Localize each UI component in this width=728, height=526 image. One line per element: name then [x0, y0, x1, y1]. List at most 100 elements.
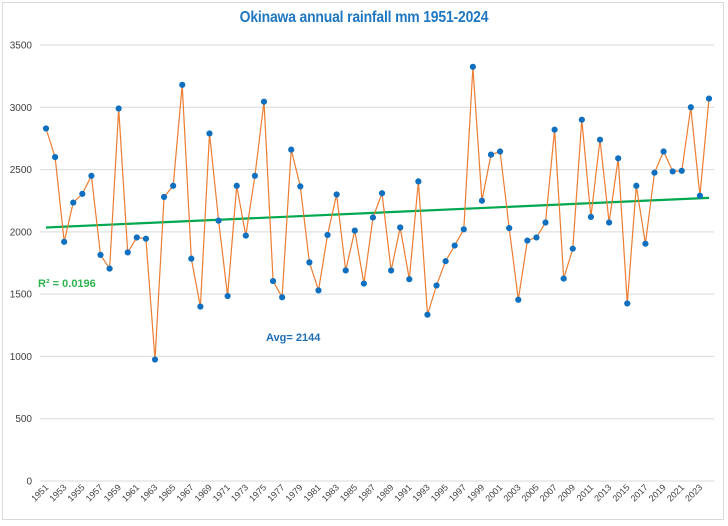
- data-point: [315, 287, 322, 294]
- data-point: [651, 169, 658, 176]
- data-point: [170, 182, 177, 189]
- data-point: [551, 126, 558, 133]
- data-point: [497, 148, 504, 155]
- y-tick-label: 2000: [10, 227, 33, 238]
- data-point: [615, 155, 622, 162]
- data-point: [133, 234, 140, 241]
- x-tick-label: 2005: [520, 482, 541, 503]
- y-tick-label: 500: [15, 414, 32, 425]
- data-point: [288, 146, 295, 153]
- x-tick-label: 1969: [193, 482, 214, 503]
- data-point: [215, 217, 222, 224]
- data-point: [97, 251, 104, 259]
- data-point: [260, 98, 268, 105]
- x-tick-label: 2017: [629, 482, 650, 503]
- x-tick-label: 1957: [84, 482, 105, 503]
- data-point: [388, 267, 395, 274]
- data-point: [596, 136, 604, 143]
- data-point: [70, 199, 77, 206]
- data-point: [297, 183, 304, 190]
- data-point: [587, 213, 595, 221]
- data-point: [705, 95, 713, 102]
- data-point: [460, 226, 467, 233]
- data-point: [433, 282, 440, 289]
- data-point: [424, 311, 431, 318]
- x-tick-label: 2021: [665, 482, 686, 503]
- data-point: [197, 303, 204, 310]
- data-point: [533, 234, 540, 241]
- x-axis-ticks: 1951195319551957195919611963196519671969…: [29, 482, 704, 503]
- data-point: [115, 105, 122, 112]
- data-point: [660, 148, 667, 155]
- x-tick-label: 1961: [120, 482, 141, 503]
- data-point: [451, 242, 458, 249]
- x-tick-label: 1955: [66, 482, 87, 503]
- data-point: [106, 265, 113, 272]
- x-tick-label: 1997: [447, 482, 468, 503]
- x-tick-label: 2023: [683, 482, 704, 503]
- data-point: [397, 224, 404, 231]
- trendline-group: [45, 196, 710, 229]
- data-point: [351, 227, 358, 234]
- data-point: [415, 178, 422, 185]
- gridlines: [40, 44, 714, 482]
- x-tick-label: 1983: [320, 482, 341, 503]
- x-tick-label: 1965: [156, 482, 177, 503]
- data-point: [605, 219, 613, 226]
- data-point: [506, 225, 513, 232]
- x-tick-label: 1975: [247, 482, 268, 503]
- data-point: [179, 81, 186, 88]
- data-point: [687, 104, 694, 111]
- data-point: [42, 125, 50, 132]
- series-line-group: [45, 66, 710, 360]
- y-tick-label: 0: [26, 477, 32, 488]
- x-tick-label: 1993: [411, 482, 432, 503]
- data-point: [524, 237, 531, 244]
- r-squared-label: R² = 0.0196: [38, 278, 96, 290]
- data-point: [678, 167, 685, 174]
- data-point: [406, 276, 413, 283]
- data-point: [251, 172, 258, 179]
- data-point: [269, 277, 277, 285]
- data-point: [206, 130, 213, 137]
- data-point: [642, 240, 649, 247]
- data-point: [124, 249, 131, 256]
- data-point: [624, 300, 631, 307]
- series-markers: [42, 63, 713, 363]
- y-tick-label: 3000: [10, 103, 33, 114]
- data-point: [542, 219, 549, 226]
- chart-frame: [2, 2, 724, 520]
- data-point: [369, 214, 377, 221]
- data-point: [578, 116, 585, 123]
- x-tick-label: 1971: [211, 482, 232, 503]
- x-tick-label: 1995: [429, 482, 450, 503]
- x-tick-label: 1959: [102, 482, 123, 503]
- data-point: [633, 182, 640, 189]
- average-annotation: Avg= 2144: [266, 332, 321, 344]
- data-point: [51, 154, 59, 161]
- data-point: [242, 232, 249, 239]
- data-point: [378, 190, 386, 197]
- x-tick-label: 1991: [392, 482, 413, 503]
- x-tick-label: 1977: [265, 482, 286, 503]
- data-point: [279, 294, 286, 301]
- x-tick-label: 1967: [174, 482, 195, 503]
- data-point: [487, 151, 495, 158]
- data-point: [696, 192, 704, 199]
- y-tick-label: 1000: [10, 352, 33, 363]
- x-tick-label: 1951: [29, 482, 50, 503]
- data-point: [61, 238, 68, 245]
- y-tick-label: 3500: [10, 41, 33, 52]
- data-point: [88, 172, 95, 179]
- data-point: [224, 292, 231, 300]
- data-point: [151, 356, 159, 363]
- data-point: [442, 258, 449, 265]
- x-tick-label: 1989: [374, 482, 395, 503]
- x-tick-label: 2009: [556, 482, 577, 503]
- x-tick-label: 2011: [575, 482, 596, 503]
- data-point: [342, 267, 349, 274]
- y-tick-label: 2500: [10, 165, 33, 176]
- x-tick-label: 1985: [338, 482, 359, 503]
- data-point: [142, 235, 150, 242]
